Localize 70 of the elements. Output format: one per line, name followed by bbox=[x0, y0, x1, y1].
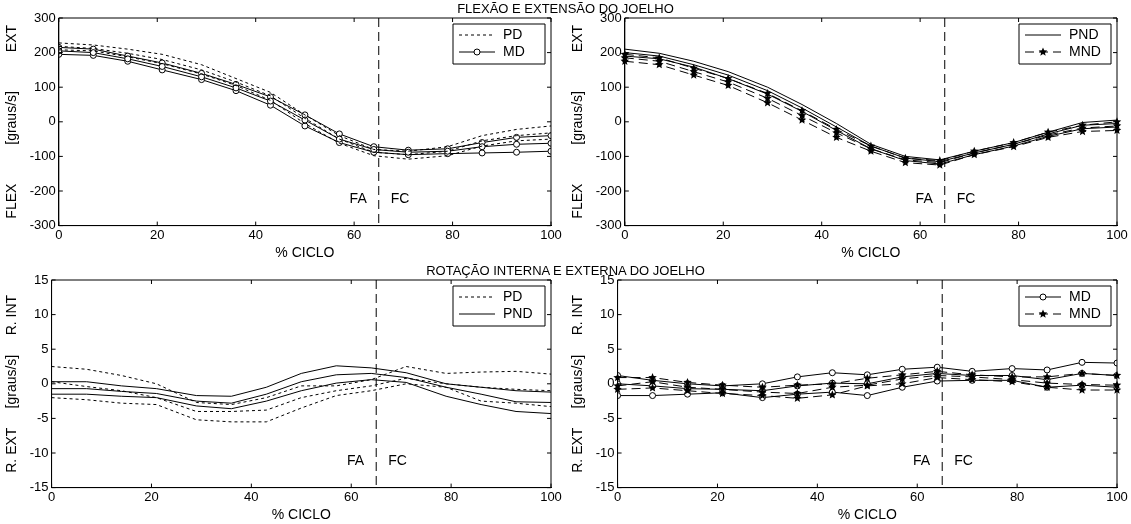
y-tick-label: 0 bbox=[48, 113, 56, 129]
x-tick-label: 80 bbox=[443, 488, 459, 504]
y-tick-label: 5 bbox=[41, 340, 49, 356]
legend-label: MD bbox=[1069, 287, 1091, 304]
x-axis-title: % CICLO bbox=[271, 506, 331, 523]
legend-label: PD bbox=[503, 25, 523, 42]
y-tick-label: -10 bbox=[29, 444, 49, 460]
legend-label: MND bbox=[1069, 304, 1101, 321]
y-tick-label: -100 bbox=[595, 147, 622, 163]
y-tick-label: 0 bbox=[607, 375, 615, 391]
y-tick-label: 15 bbox=[34, 271, 49, 287]
x-tick-label: 60 bbox=[344, 488, 359, 504]
y-tick-label: 100 bbox=[34, 78, 56, 94]
y-tick-label: 0 bbox=[41, 375, 49, 391]
x-tick-label: 100 bbox=[540, 488, 562, 504]
y-axis-title: FLEX [graus/s] EXT bbox=[3, 24, 20, 219]
y-tick-label: 5 bbox=[607, 340, 615, 356]
y-tick-label: 300 bbox=[34, 9, 56, 25]
x-axis-title: % CICLO bbox=[837, 506, 897, 523]
annotation: FC bbox=[956, 190, 976, 207]
y-tick-label: -200 bbox=[595, 182, 622, 198]
x-tick-label: 40 bbox=[810, 488, 825, 504]
y-axis-title: R. EXT [graus/s] R. INT bbox=[569, 294, 586, 473]
y-tick-label: -100 bbox=[29, 147, 56, 163]
x-tick-label: 100 bbox=[1106, 488, 1128, 504]
y-tick-label: -200 bbox=[29, 182, 56, 198]
y-tick-label: -15 bbox=[595, 479, 615, 495]
y-tick-label: -5 bbox=[603, 409, 615, 425]
legend-label: MND bbox=[1069, 42, 1101, 59]
y-axis-title: FLEX [graus/s] EXT bbox=[569, 24, 586, 219]
x-tick-label: 40 bbox=[814, 226, 829, 242]
y-tick-label: -5 bbox=[37, 409, 49, 425]
y-tick-label: -300 bbox=[595, 217, 622, 233]
annotation: FC bbox=[954, 452, 973, 469]
annotation: FA bbox=[349, 190, 368, 207]
x-tick-label: 20 bbox=[144, 488, 159, 504]
y-tick-label: -10 bbox=[595, 444, 615, 460]
x-tick-label: 100 bbox=[540, 226, 562, 242]
y-tick-label: 0 bbox=[614, 113, 622, 129]
y-tick-label: 200 bbox=[600, 44, 622, 60]
annotation: FA bbox=[347, 452, 365, 469]
legend-label: PND bbox=[503, 304, 533, 321]
annotation: FC bbox=[390, 190, 410, 207]
x-tick-label: 20 bbox=[716, 226, 731, 242]
x-tick-label: 40 bbox=[248, 226, 263, 242]
y-tick-label: 200 bbox=[34, 44, 56, 60]
x-tick-label: 80 bbox=[1011, 226, 1026, 242]
y-tick-label: -15 bbox=[29, 479, 49, 495]
y-tick-label: 10 bbox=[34, 306, 49, 322]
annotation: FA bbox=[913, 452, 931, 469]
y-axis-title: R. EXT [graus/s] R. INT bbox=[3, 294, 20, 473]
legend-label: MD bbox=[503, 42, 525, 59]
x-tick-label: 100 bbox=[1106, 226, 1128, 242]
legend-label: PND bbox=[1069, 25, 1099, 42]
y-tick-label: -300 bbox=[29, 217, 56, 233]
x-tick-label: 60 bbox=[910, 488, 925, 504]
x-tick-label: 20 bbox=[150, 226, 165, 242]
x-axis-title: % CICLO bbox=[841, 244, 901, 261]
x-tick-label: 80 bbox=[445, 226, 460, 242]
annotation: FC bbox=[388, 452, 407, 469]
y-tick-label: 100 bbox=[600, 78, 622, 94]
x-tick-label: 60 bbox=[346, 226, 362, 242]
x-tick-label: 40 bbox=[244, 488, 259, 504]
legend-label: PD bbox=[503, 287, 523, 304]
x-tick-label: 80 bbox=[1009, 488, 1025, 504]
x-tick-label: 60 bbox=[912, 226, 928, 242]
y-tick-label: 10 bbox=[600, 306, 615, 322]
x-axis-title: % CICLO bbox=[275, 244, 335, 261]
x-tick-label: 20 bbox=[710, 488, 725, 504]
annotation: FA bbox=[915, 190, 934, 207]
